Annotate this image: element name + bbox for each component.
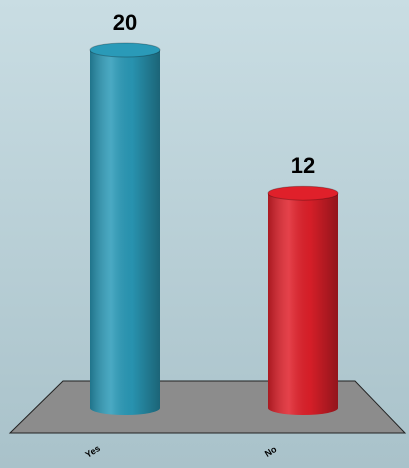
value-label: 20 [113, 10, 137, 35]
bar-shade [268, 193, 338, 408]
floor [8, 380, 407, 434]
bar-top [89, 42, 161, 58]
bar-shade [90, 50, 160, 408]
value-label: 12 [291, 153, 315, 178]
bar-top [267, 185, 339, 201]
